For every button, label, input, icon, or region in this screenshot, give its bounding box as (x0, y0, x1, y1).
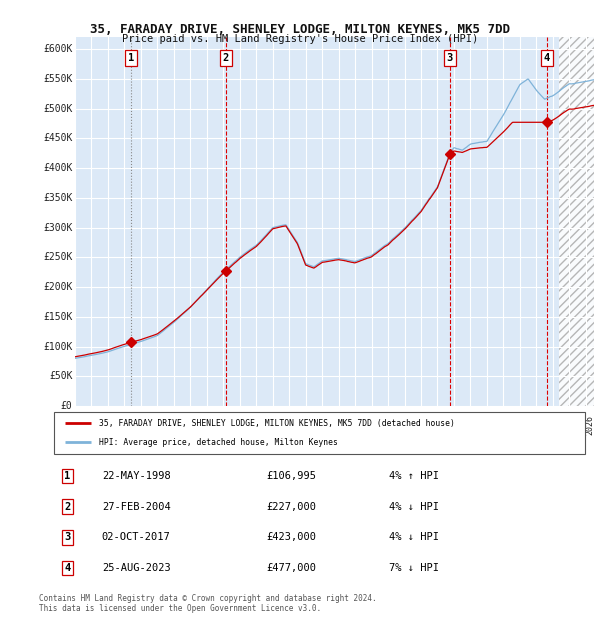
Text: 1: 1 (64, 471, 70, 481)
Text: 2008: 2008 (289, 415, 298, 435)
Text: 3: 3 (64, 533, 70, 542)
Text: £106,995: £106,995 (266, 471, 316, 481)
Text: 4% ↑ HPI: 4% ↑ HPI (389, 471, 439, 481)
Text: 2024: 2024 (553, 415, 562, 435)
Text: 25-AUG-2023: 25-AUG-2023 (102, 563, 170, 573)
Text: £300K: £300K (43, 223, 73, 232)
Text: 2: 2 (64, 502, 70, 512)
Text: 3: 3 (447, 53, 453, 63)
Text: 2011: 2011 (338, 415, 347, 435)
Text: 2004: 2004 (223, 415, 232, 435)
Text: Price paid vs. HM Land Registry's House Price Index (HPI): Price paid vs. HM Land Registry's House … (122, 34, 478, 44)
Text: 2021: 2021 (503, 415, 512, 435)
Text: 2025: 2025 (569, 415, 578, 435)
Text: £150K: £150K (43, 312, 73, 322)
Text: 2016: 2016 (421, 415, 430, 435)
Text: £250K: £250K (43, 252, 73, 262)
FancyBboxPatch shape (54, 412, 585, 454)
Text: £100K: £100K (43, 342, 73, 352)
Text: 2019: 2019 (470, 415, 479, 435)
Text: 2015: 2015 (404, 415, 413, 435)
Text: 2007: 2007 (273, 415, 282, 435)
Text: 2017: 2017 (437, 415, 446, 435)
Text: £600K: £600K (43, 44, 73, 54)
Text: 2003: 2003 (207, 415, 216, 435)
Text: 2013: 2013 (371, 415, 380, 435)
Text: 27-FEB-2004: 27-FEB-2004 (102, 502, 170, 512)
Text: HPI: Average price, detached house, Milton Keynes: HPI: Average price, detached house, Milt… (99, 438, 338, 446)
Text: 4% ↓ HPI: 4% ↓ HPI (389, 502, 439, 512)
Text: 1995: 1995 (75, 415, 84, 435)
Text: 4% ↓ HPI: 4% ↓ HPI (389, 533, 439, 542)
Text: 4: 4 (64, 563, 70, 573)
Text: 2018: 2018 (454, 415, 463, 435)
Text: 1996: 1996 (91, 415, 100, 435)
Text: 7% ↓ HPI: 7% ↓ HPI (389, 563, 439, 573)
Text: 1998: 1998 (124, 415, 133, 435)
Text: 2009: 2009 (305, 415, 314, 435)
Text: 2: 2 (223, 53, 229, 63)
Text: 35, FARADAY DRIVE, SHENLEY LODGE, MILTON KEYNES, MK5 7DD: 35, FARADAY DRIVE, SHENLEY LODGE, MILTON… (90, 23, 510, 36)
Text: 2001: 2001 (174, 415, 183, 435)
Text: 2023: 2023 (536, 415, 545, 435)
Text: £550K: £550K (43, 74, 73, 84)
Text: 02-OCT-2017: 02-OCT-2017 (102, 533, 170, 542)
Text: 1: 1 (128, 53, 134, 63)
Text: 22-MAY-1998: 22-MAY-1998 (102, 471, 170, 481)
Text: £423,000: £423,000 (266, 533, 316, 542)
Bar (559, 37, 594, 406)
Text: 2020: 2020 (487, 415, 496, 435)
Text: 1997: 1997 (108, 415, 117, 435)
Text: This data is licensed under the Open Government Licence v3.0.: This data is licensed under the Open Gov… (39, 604, 321, 613)
Text: 4: 4 (544, 53, 550, 63)
Text: 1999: 1999 (141, 415, 150, 435)
Text: £477,000: £477,000 (266, 563, 316, 573)
Text: 2006: 2006 (256, 415, 265, 435)
Text: 2002: 2002 (190, 415, 199, 435)
Text: 2014: 2014 (388, 415, 397, 435)
Text: £400K: £400K (43, 163, 73, 173)
Text: 2022: 2022 (520, 415, 529, 435)
Text: Contains HM Land Registry data © Crown copyright and database right 2024.: Contains HM Land Registry data © Crown c… (39, 594, 377, 603)
Text: 2010: 2010 (322, 415, 331, 435)
Text: £50K: £50K (49, 371, 73, 381)
Text: 2026: 2026 (586, 415, 595, 435)
Text: 2012: 2012 (355, 415, 364, 435)
Text: £200K: £200K (43, 282, 73, 292)
Text: £500K: £500K (43, 104, 73, 113)
Text: £0: £0 (61, 401, 73, 411)
Text: £227,000: £227,000 (266, 502, 316, 512)
Text: £450K: £450K (43, 133, 73, 143)
Text: 2000: 2000 (157, 415, 166, 435)
Text: 2005: 2005 (240, 415, 249, 435)
Text: £350K: £350K (43, 193, 73, 203)
Text: 35, FARADAY DRIVE, SHENLEY LODGE, MILTON KEYNES, MK5 7DD (detached house): 35, FARADAY DRIVE, SHENLEY LODGE, MILTON… (99, 419, 455, 428)
